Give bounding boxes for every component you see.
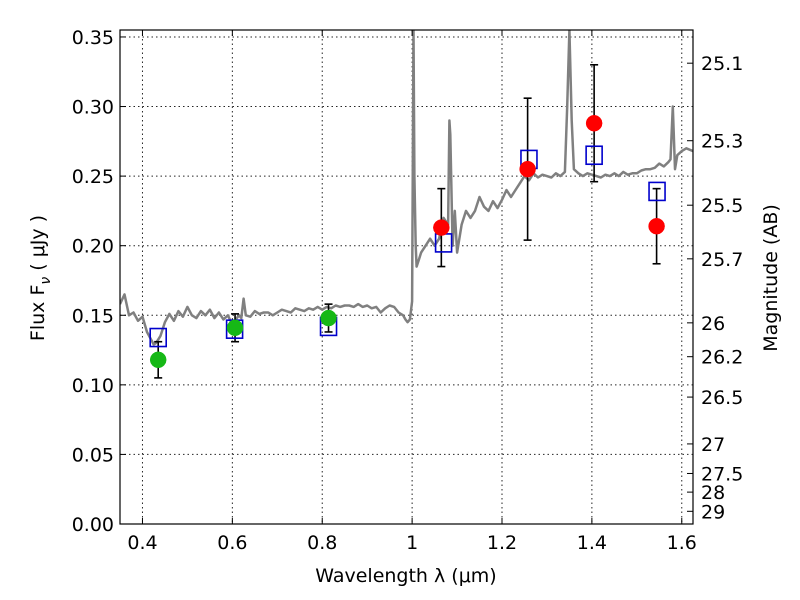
x-tick-label: 0.4 <box>127 532 157 554</box>
y-tick-label: 0.20 <box>72 236 114 258</box>
y-tick-label: 0.30 <box>72 97 114 119</box>
x-tick-label: 1.2 <box>487 532 517 554</box>
observed-point-optical <box>320 309 337 327</box>
markers <box>149 114 666 369</box>
grid-lines <box>120 30 693 524</box>
observed-point-nir <box>519 160 536 178</box>
x-axis-label: Wavelength λ (μm) <box>315 565 496 587</box>
y2-tick-label: 25.7 <box>701 249 743 271</box>
y-tick-label: 0.10 <box>72 375 114 397</box>
x-tick-label: 1 <box>406 532 418 554</box>
y2-tick-label: 28 <box>701 482 725 504</box>
y-axis-label-main: Flux F <box>27 285 49 341</box>
y2-tick-label: 25.1 <box>701 53 743 75</box>
template-spectrum-line <box>120 30 693 346</box>
axis-ticks: 0.4 0.6 0.8 1 1.2 1.4 1.6 0.00 0.05 0.10 0.15 0.20 0… <box>72 27 744 554</box>
x-tick-label: 1.4 <box>577 532 607 554</box>
y-tick-label: 0.00 <box>72 514 114 536</box>
y2-tick-label: 26 <box>701 313 725 335</box>
y-tick-label: 0.05 <box>72 444 114 466</box>
plot-area <box>120 30 693 346</box>
model-photometry-square <box>149 327 167 348</box>
plot-frame <box>119 29 694 525</box>
y2-tick-label: 27.5 <box>701 463 743 485</box>
x-tick-label: 0.8 <box>307 532 337 554</box>
y-tick-label: 0.35 <box>72 27 114 49</box>
observed-point-nir <box>648 217 665 235</box>
y-axis-label: Flux Fν ( μJy ) <box>27 215 54 341</box>
model-photometry-square <box>648 181 666 202</box>
y2-tick-label: 27 <box>701 434 725 456</box>
y-tick-label: 0.25 <box>72 166 114 188</box>
observed-point-optical <box>149 351 167 369</box>
y2-tick-label: 26.5 <box>701 387 743 409</box>
observed-point-nir <box>433 219 450 236</box>
y-axis-label-units: ( μJy ) <box>27 215 49 277</box>
y2-tick-label: 26.2 <box>701 347 743 369</box>
y2-tick-label: 25.5 <box>701 195 743 217</box>
y2-tick-label: 29 <box>701 501 725 523</box>
model-photometry-square <box>585 145 603 166</box>
y2-tick-label: 25.3 <box>701 131 743 153</box>
observed-point-optical <box>226 319 244 337</box>
model-photometry-square <box>434 233 453 253</box>
y-tick-label: 0.15 <box>72 305 114 327</box>
y-axis-label-sub: ν <box>38 277 54 285</box>
x-tick-label: 1.6 <box>667 532 697 554</box>
y2-axis-label: Magnitude (AB) <box>760 204 782 352</box>
x-tick-label: 0.6 <box>217 532 247 554</box>
observed-point-nir <box>585 114 603 132</box>
